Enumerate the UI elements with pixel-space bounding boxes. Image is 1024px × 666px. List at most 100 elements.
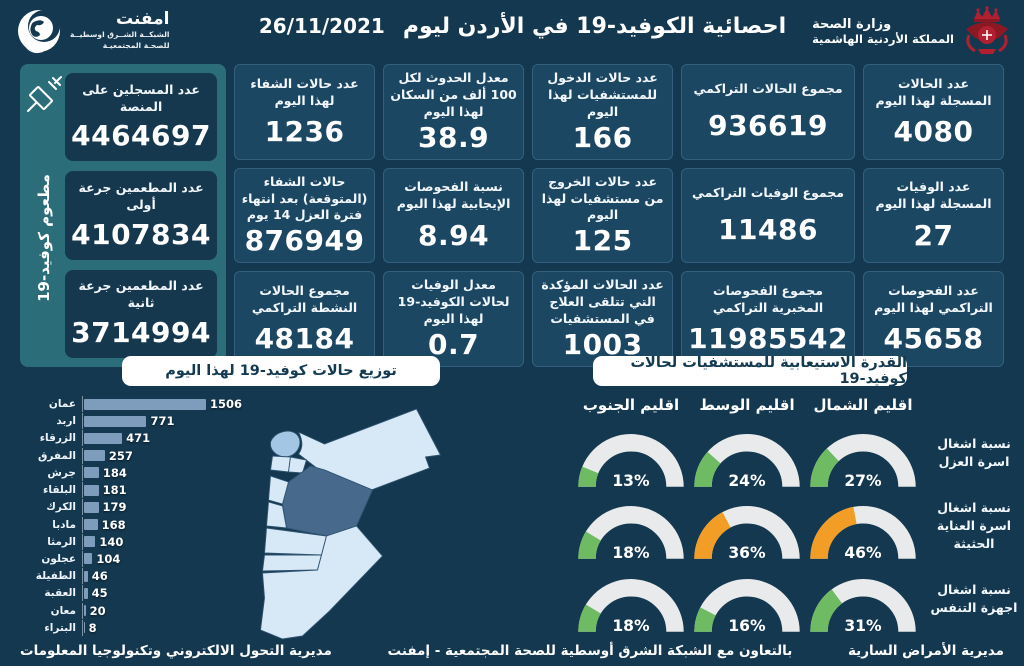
hospital-capacity-gauges: اقليم الشمال اقليم الوسط اقليم الجنوب نسبة … [578, 390, 1024, 638]
gauge-value: 36% [728, 544, 766, 562]
gauge-row-label: نسبة اشغال اجهزة التنفس [930, 581, 1018, 615]
bar-category-label: الكرك [46, 501, 76, 514]
stat-card: نسبة الفحوصات الإيجابية لهذا اليوم 8.94 [383, 167, 525, 264]
bar-row: مادبا 168 [26, 516, 268, 533]
bar-value-label: 257 [108, 448, 133, 463]
stat-card: عدد حالات الشفاء لهذا اليوم 1236 [234, 64, 376, 160]
gauge-arc-icon: 36% [694, 506, 800, 562]
bar-fill [84, 622, 85, 634]
bar-zone: 184 [82, 464, 268, 481]
bar-row: الرمثا 140 [26, 533, 268, 550]
bar-category-label: عمان [48, 398, 76, 410]
bar-fill [84, 484, 99, 496]
bar-category-label: الرمثا [47, 535, 76, 548]
bar-zone: 471 [82, 430, 268, 447]
stat-card: مجموع الفحوصات المخبرية التراكمي 11985542 [681, 271, 855, 367]
gauge: 18% [576, 493, 686, 566]
stat-card-label: حالات الشفاء (المتوقعة) بعد انتهاء فترة … [241, 173, 368, 223]
bar-zone: 104 [82, 550, 268, 567]
bar-zone: 181 [82, 482, 268, 499]
stat-card: عدد حالات الخروج من مستشفيات لهذا اليوم 1… [532, 167, 674, 264]
gauge: 13% [576, 420, 686, 493]
gauge-arc-icon: 18% [578, 506, 684, 562]
stat-column-5: عدد حالات الشفاء لهذا اليوم 1236 حالات الش… [234, 64, 376, 367]
gauge: 27% [808, 420, 918, 493]
bar-row: الزرقاء 471 [26, 430, 268, 447]
emphnet-name: امفنت [115, 9, 170, 30]
bar-zone: 20 [82, 602, 268, 619]
bar-category-label: الزرقاء [39, 432, 76, 445]
stat-card: مجموع الحالات التراكمي 936619 [681, 64, 855, 160]
stat-card-value: 1236 [264, 115, 345, 148]
bar-fill [84, 432, 123, 444]
vaccination-card: عدد المطعمين جرعة أولى 4107834 [65, 171, 217, 260]
bar-row: عجلون 104 [26, 550, 268, 567]
bar-zone: 771 [82, 413, 268, 430]
gauge-arc-icon: 27% [810, 433, 916, 489]
vaccination-cards: عدد المسجلين على المنصة 4464697 عدد المطعم… [65, 73, 217, 358]
bar-value-label: 168 [101, 517, 126, 532]
gauge-arc-icon: 24% [694, 433, 800, 489]
jordan-choropleth-map [260, 408, 441, 640]
map-region-irbid [270, 430, 301, 458]
stat-card-label: عدد الحالات المسجلة لهذا اليوم [875, 75, 992, 108]
vaccination-side-strip: مطعوم كوفيد-19 [22, 72, 66, 359]
stat-column-3: عدد حالات الدخول للمستشفيات لهذا اليوم 16… [532, 64, 674, 367]
stat-card: عدد الحالات المسجلة لهذا اليوم 4080 [862, 64, 1004, 160]
map-region-tafilah [262, 554, 322, 572]
bar-zone: 168 [82, 516, 268, 533]
bar-fill [84, 587, 88, 599]
stats-grid: عدد الحالات المسجلة لهذا اليوم 4080 عدد ال… [20, 64, 1004, 367]
bar-category-label: معان [50, 604, 76, 617]
bar-row: معان 20 [26, 602, 268, 619]
bar-fill [84, 553, 93, 565]
stat-card-value: 4080 [893, 115, 974, 148]
page-title-text: احصائية الكوفيد-19 في الأردن ليوم [402, 14, 787, 39]
bar-zone: 140 [82, 533, 268, 550]
stat-card-label: عدد الوفيات المسجلة لهذا اليوم [875, 179, 992, 212]
stat-card-value: 166 [572, 120, 633, 154]
vaccination-panel: مطعوم كوفيد-19 عدد المسجلين على المنصة 44… [20, 64, 226, 367]
bar-row: جرش 184 [26, 464, 268, 481]
bar-category-label: العقبة [44, 587, 76, 600]
gauge-value: 27% [844, 471, 882, 489]
bar-row: العقبة 45 [26, 585, 268, 602]
bar-row: الكرك 179 [26, 499, 268, 516]
bar-fill [84, 605, 86, 617]
stat-card-label: مجموع الحالات النشطة التراكمي [251, 282, 358, 315]
footer-right: مديرية الأمراض السارية [847, 643, 1004, 659]
syringe-icon [27, 76, 62, 112]
bar-row: اربد 771 [26, 413, 268, 430]
bar-fill [84, 450, 105, 462]
stat-card: معدل الوفيات لحالات الكوفيد-19 لهذا اليو… [383, 271, 525, 367]
stat-card-value: 125 [572, 224, 633, 258]
vaccination-side-label: مطعوم كوفيد-19 [35, 174, 53, 303]
ministry-line1: وزارة الصحة [812, 16, 892, 32]
vaccination-card-label: عدد المطعمين جرعة ثانية [78, 278, 204, 311]
gauge: 18% [576, 565, 686, 638]
gauge: 36% [692, 493, 802, 566]
jordan-coat-of-arms-icon [966, 6, 1008, 54]
bar-value-label: 104 [96, 551, 121, 566]
emphnet-logo-block: امفنت الشبكــة الشــرق اوسطيــة للصحـة ا… [14, 7, 170, 55]
gauge-value: 24% [728, 471, 766, 489]
bar-zone: 257 [82, 447, 268, 464]
stat-card-label: عدد الحالات المؤكدة التي تتلقى العلاج في… [541, 277, 664, 326]
bar-zone: 45 [82, 585, 268, 602]
page-title-date: 26/11/2021 [258, 14, 385, 38]
gauge-arc-icon: 46% [810, 506, 916, 562]
bar-value-label: 771 [150, 414, 175, 429]
map-region-balqa [268, 475, 289, 505]
header: امفنت الشبكــة الشــرق اوسطيــة للصحـة ا… [0, 0, 1024, 60]
bar-category-label: اربد [56, 415, 76, 428]
footer-center: بالتعاون مع الشبكة الشرق أوسطية للصحة ال… [387, 643, 793, 659]
bar-value-label: 8 [88, 620, 97, 635]
bar-row: المفرق 257 [26, 447, 268, 464]
stat-card-value: 11985542 [688, 322, 848, 356]
map-region-south [260, 525, 383, 640]
vaccination-card: عدد المسجلين على المنصة 4464697 [65, 73, 217, 162]
bar-category-label: جرش [47, 466, 76, 479]
gauge: 31% [808, 565, 918, 638]
stat-card-label: عدد حالات الشفاء لهذا اليوم [250, 75, 359, 108]
stat-column-2: مجموع الحالات التراكمي 936619 مجموع الوفيا… [681, 64, 855, 367]
